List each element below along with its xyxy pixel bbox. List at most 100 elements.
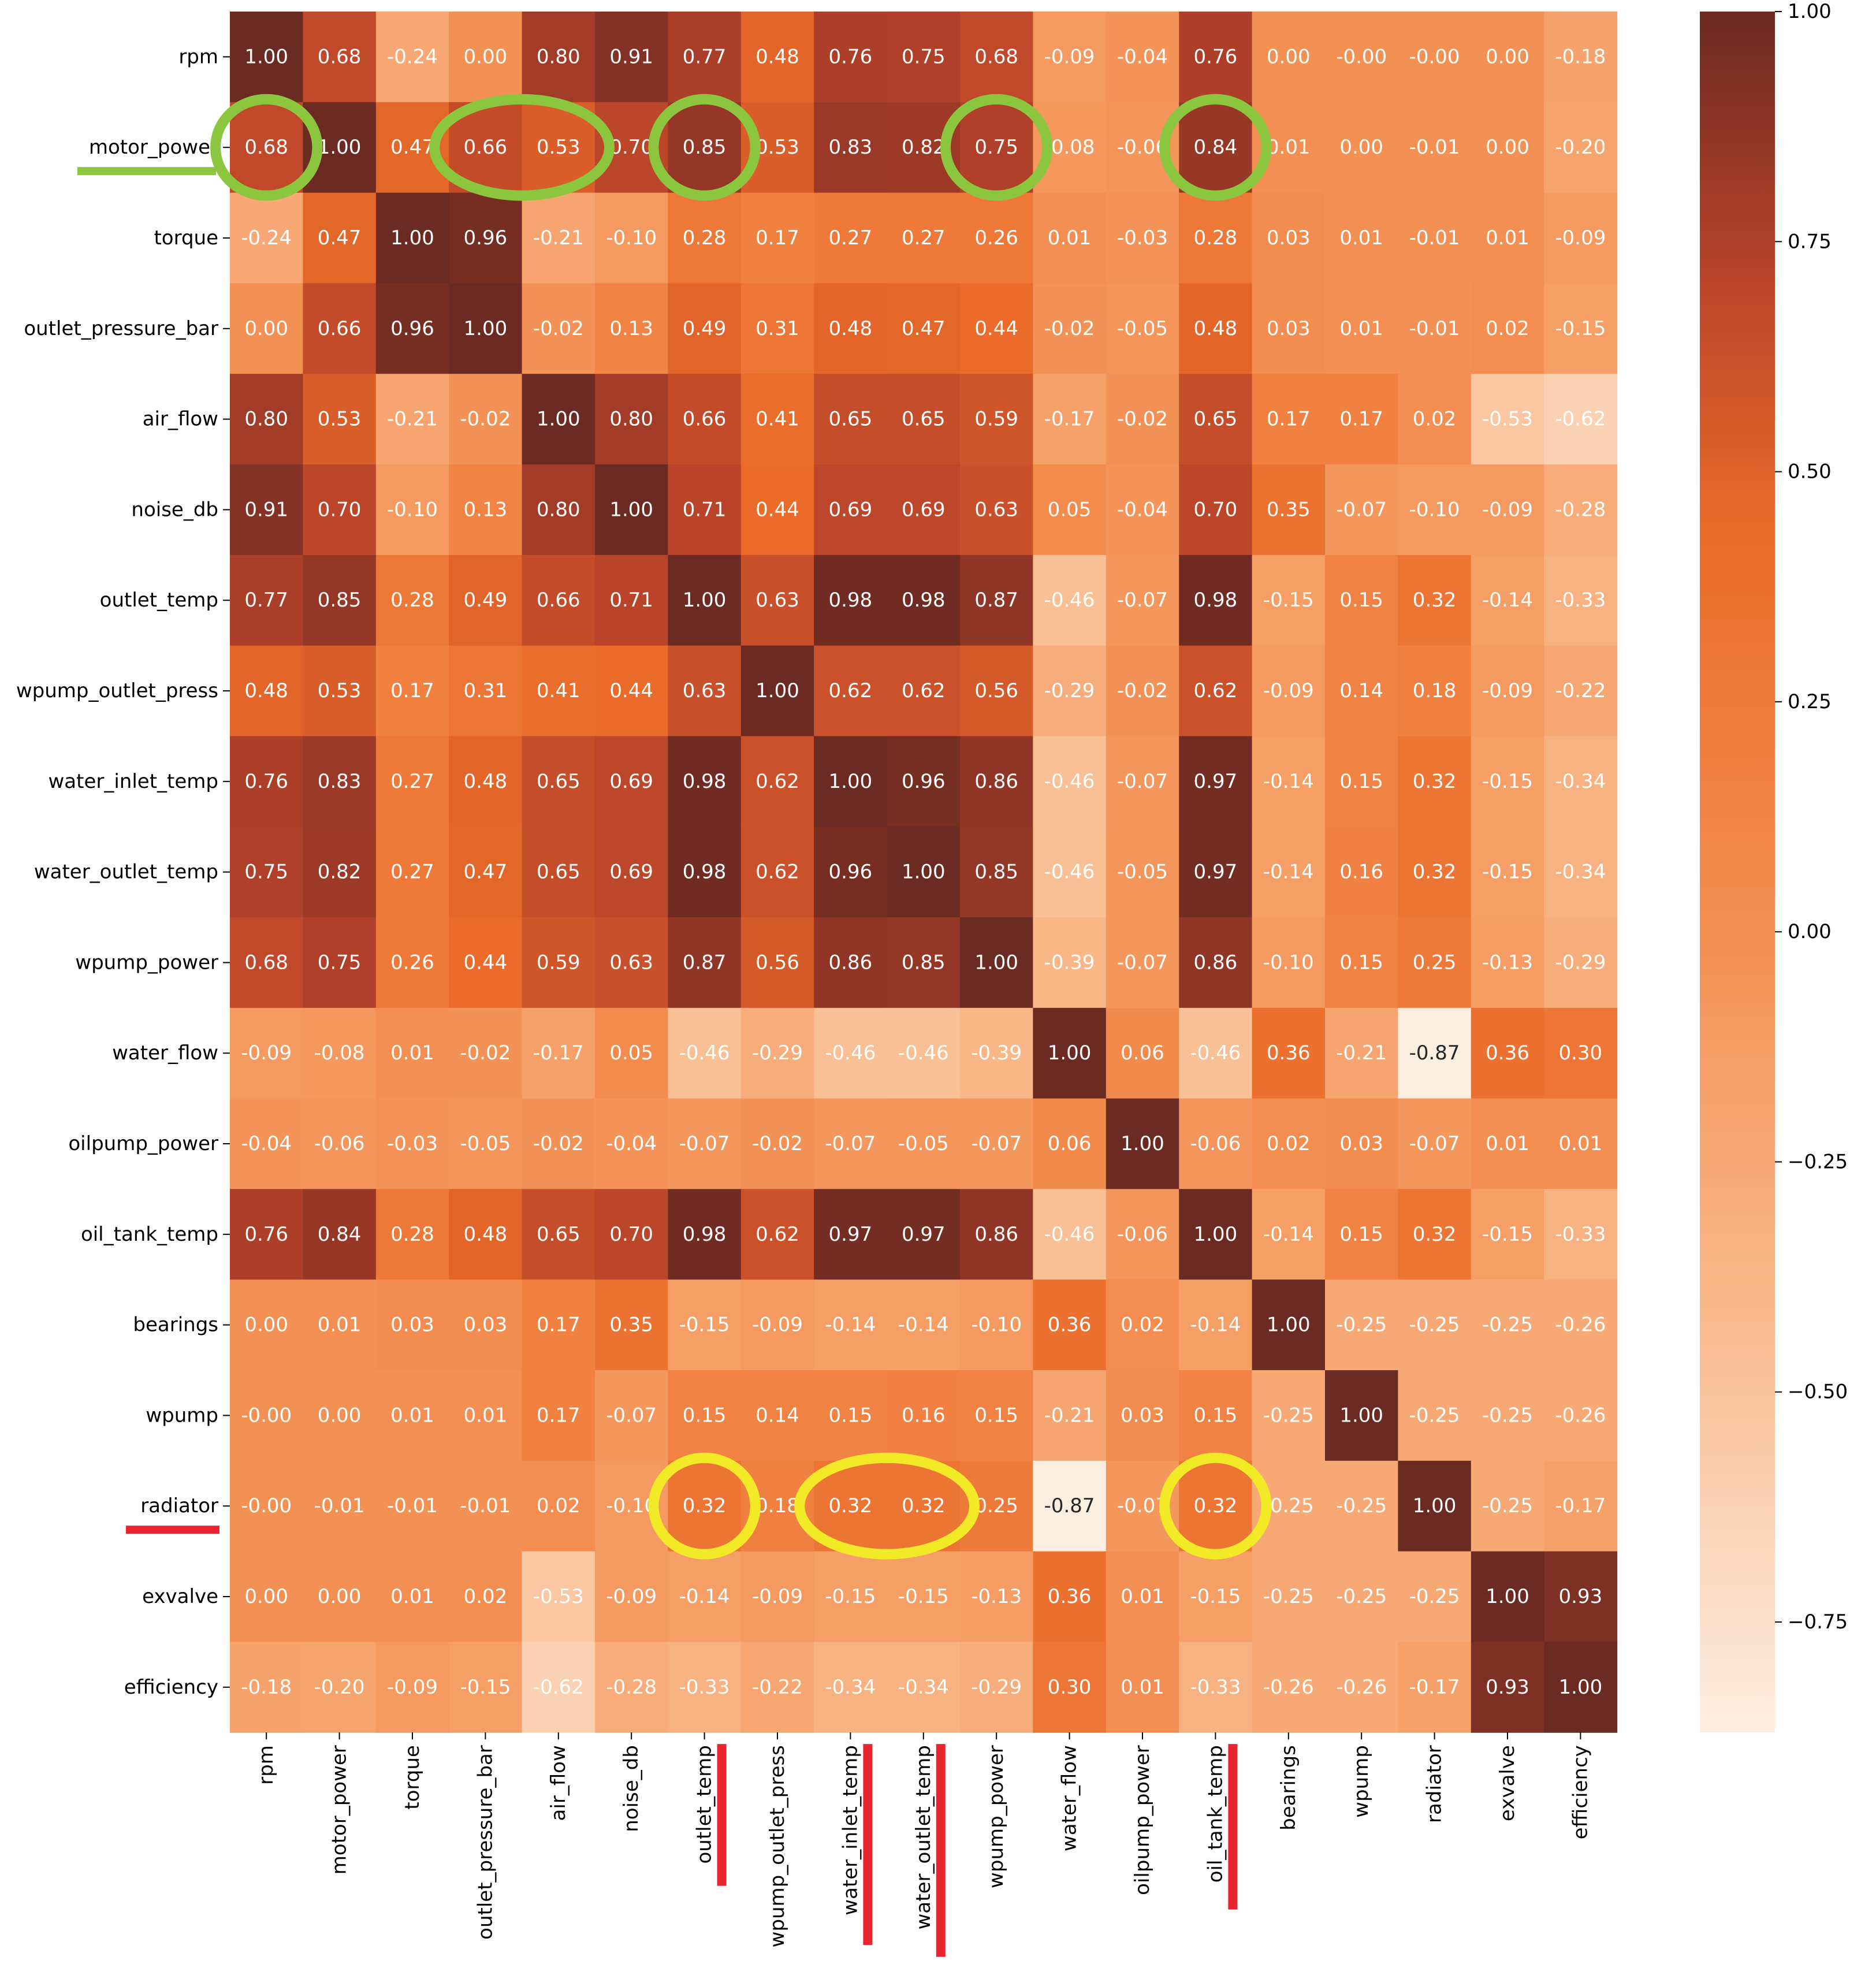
cell-value: 1.00 — [390, 226, 434, 250]
colorbar-tick-label: 0.25 — [1788, 690, 1832, 713]
heatmap-cell-radiator-wpump — [1325, 1460, 1398, 1552]
x-tick-label-air_flow: air_flow — [547, 1745, 570, 1821]
heatmap-cell-exvalve-exvalve — [1471, 1551, 1544, 1642]
x-axis: rpm motor_power torque outlet_pressure_bar a… — [255, 1732, 1592, 1947]
cell-value: -0.07 — [971, 1132, 1022, 1155]
cell-value: -0.33 — [1555, 1223, 1606, 1246]
cell-value: 0.62 — [755, 770, 799, 793]
cell-value: -0.06 — [1190, 1132, 1241, 1155]
heatmap-cell-outlet_temp-wpump_power — [960, 555, 1033, 646]
heatmap-cell-wpump_power-water_flow — [1033, 917, 1107, 1009]
cell-value: 0.17 — [1267, 408, 1311, 431]
heatmap-cell-torque-wpump_outlet_press — [740, 192, 814, 284]
heatmap-cell-outlet_temp-efficiency — [1544, 555, 1618, 646]
y-tick-label-wpump_outlet_press: wpump_outlet_press — [16, 679, 218, 702]
heatmap-cell-outlet_pressure_bar-water_outlet_temp — [887, 283, 961, 374]
heatmap-cell-exvalve-air_flow — [522, 1551, 595, 1642]
heatmap-cell-motor_power-wpump_power — [960, 102, 1033, 194]
heatmap-cell-wpump_outlet_press-torque — [375, 645, 449, 736]
cell-value: -0.46 — [679, 1041, 730, 1065]
cell-value: -0.01 — [1409, 226, 1460, 250]
heatmap-cell-water_outlet_temp-efficiency — [1544, 827, 1618, 918]
heatmap-cell-noise_db-radiator — [1398, 464, 1472, 556]
heatmap-cell-wpump-oil_tank_temp — [1179, 1370, 1253, 1461]
heatmap-cell-oilpump_power-oilpump_power — [1106, 1098, 1179, 1189]
heatmap-cell-rpm-water_inlet_temp — [814, 12, 888, 103]
cell-value: 0.48 — [755, 45, 799, 68]
heatmap-cell-motor_power-efficiency — [1544, 102, 1618, 194]
green-circle-motor_power-outlet_temp — [648, 94, 761, 201]
cell-value: -0.26 — [1555, 1404, 1606, 1427]
heatmap-cell-wpump_outlet_press-outlet_pressure_bar — [449, 645, 523, 736]
heatmap-cell-wpump_power-outlet_pressure_bar — [449, 917, 523, 1009]
cell-value: 0.65 — [1194, 408, 1238, 431]
cell-value: -0.34 — [825, 1676, 876, 1699]
heatmap-cell-radiator-motor_power — [303, 1460, 377, 1552]
heatmap-cell-noise_db-air_flow — [522, 464, 595, 556]
heatmap-cell-oilpump_power-bearings — [1252, 1098, 1326, 1189]
heatmap-cell-bearings-wpump_outlet_press — [740, 1279, 814, 1371]
cell-value: 0.25 — [974, 1494, 1018, 1517]
heatmap-cell-motor_power-wpump — [1325, 102, 1398, 194]
heatmap-cell-outlet_temp-motor_power — [303, 555, 377, 646]
cell-value: -0.14 — [1482, 589, 1533, 612]
cell-value: 0.49 — [683, 317, 727, 340]
cell-value: 0.98 — [683, 770, 727, 793]
cell-value: 0.30 — [1048, 1676, 1092, 1699]
cell-value: -0.18 — [241, 1676, 292, 1699]
cell-value: -0.33 — [1190, 1676, 1241, 1699]
green-circle-motor_power-wpump_power — [940, 94, 1053, 201]
cell-value: 0.97 — [1194, 770, 1238, 793]
cell-value: 0.00 — [1486, 45, 1529, 68]
heatmap-cell-wpump_outlet_press-noise_db — [595, 645, 668, 736]
heatmap-cell-bearings-efficiency — [1544, 1279, 1618, 1371]
y-tick-label-noise_db: noise_db — [131, 498, 218, 521]
heatmap-cell-wpump_power-wpump — [1325, 917, 1398, 1009]
cell-value: 0.41 — [755, 408, 799, 431]
cell-value: 0.65 — [902, 408, 946, 431]
heatmap-cell-rpm-oilpump_power — [1106, 12, 1179, 103]
x-tick-label-oil_tank_temp: oil_tank_temp — [1204, 1745, 1227, 1883]
heatmap-cell-oil_tank_temp-noise_db — [595, 1189, 668, 1280]
cell-value: 0.01 — [390, 1041, 434, 1065]
cell-value: 0.75 — [318, 951, 362, 974]
x-tick-label-rpm: rpm — [255, 1745, 278, 1785]
heatmap-cell-wpump-noise_db — [595, 1370, 668, 1461]
cell-value: 0.36 — [1486, 1041, 1529, 1065]
heatmap-cell-oil_tank_temp-outlet_temp — [668, 1189, 742, 1280]
heatmap-cell-outlet_pressure_bar-oil_tank_temp — [1179, 283, 1253, 374]
cell-value: 0.48 — [464, 770, 508, 793]
heatmap-cell-outlet_temp-wpump_outlet_press — [740, 555, 814, 646]
heatmap-cell-torque-oilpump_power — [1106, 192, 1179, 284]
heatmap-cell-water_outlet_temp-outlet_temp — [668, 827, 742, 918]
cell-value: -0.07 — [1117, 951, 1168, 974]
cell-value: 0.76 — [244, 770, 288, 793]
cell-value: -0.25 — [1409, 1585, 1460, 1608]
heatmap-cell-outlet_temp-noise_db — [595, 555, 668, 646]
heatmap-cell-noise_db-exvalve — [1471, 464, 1544, 556]
heatmap-cell-torque-outlet_temp — [668, 192, 742, 284]
cell-value: 0.84 — [1194, 136, 1238, 159]
cell-value: 0.53 — [318, 679, 362, 702]
cell-value: 0.00 — [244, 1585, 288, 1608]
cell-value: 0.15 — [1339, 589, 1383, 612]
cell-value: 0.66 — [537, 589, 580, 612]
heatmap-cell-water_outlet_temp-oilpump_power — [1106, 827, 1179, 918]
heatmap-cell-air_flow-outlet_temp — [668, 374, 742, 465]
heatmap-cell-efficiency-outlet_temp — [668, 1642, 742, 1733]
cell-value: -0.07 — [1336, 498, 1387, 521]
cell-value: 0.85 — [683, 136, 727, 159]
cell-value: 0.48 — [244, 679, 288, 702]
cell-value: 0.01 — [390, 1404, 434, 1427]
cell-value: 0.69 — [902, 498, 946, 521]
annotation-layer — [77, 94, 1272, 1957]
y-tick-label-efficiency: efficiency — [124, 1676, 218, 1699]
heatmap-cell-outlet_temp-water_outlet_temp — [887, 555, 961, 646]
heatmap-cell-water_flow-water_flow — [1033, 1007, 1107, 1099]
heatmap-cell-rpm-bearings — [1252, 12, 1326, 103]
heatmap-cell-wpump_power-water_outlet_temp — [887, 917, 961, 1009]
heatmap-cell-water_outlet_temp-exvalve — [1471, 827, 1544, 918]
heatmap-cell-oil_tank_temp-rpm — [230, 1189, 303, 1280]
heatmap-cell-rpm-air_flow — [522, 12, 595, 103]
heatmap-cell-water_flow-air_flow — [522, 1007, 595, 1099]
